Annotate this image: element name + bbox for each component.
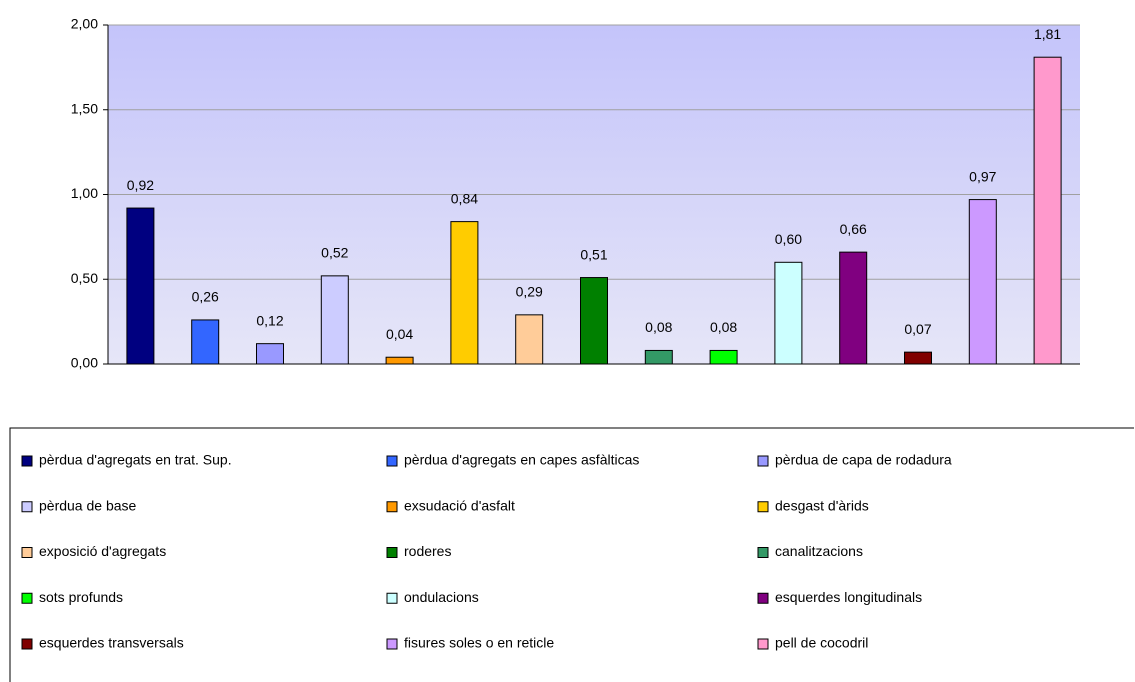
bar — [385, 356, 414, 365]
legend-label: esquerdes transversals — [39, 635, 184, 651]
y-tick-label: 1,50 — [71, 100, 98, 116]
legend-swatch — [21, 547, 33, 558]
bar — [904, 351, 932, 365]
value-label: 0,97 — [969, 168, 996, 184]
value-label: 0,26 — [192, 289, 219, 305]
bar — [256, 343, 284, 365]
legend-swatch — [386, 455, 398, 467]
bar — [320, 275, 349, 365]
legend-swatch — [386, 547, 398, 558]
legend-label: pèrdua d'agregats en capes asfàlticas — [404, 452, 639, 468]
legend-label: pell de cocodril — [775, 635, 868, 651]
legend-swatch — [757, 501, 769, 513]
value-label: 1,81 — [1034, 26, 1061, 42]
legend-label: exsudació d'asfalt — [404, 497, 515, 513]
y-tick-label: 1,00 — [71, 185, 98, 201]
legend-swatch — [386, 592, 398, 604]
y-tick-label: 0,00 — [71, 355, 98, 371]
legend-label: fisures soles o en reticle — [404, 635, 554, 651]
bar — [968, 199, 997, 365]
legend-swatch — [386, 501, 398, 513]
bar — [644, 349, 673, 365]
value-label: 0,66 — [840, 221, 867, 237]
legend-label: esquerdes longitudinals — [775, 589, 922, 605]
legend-label: ondulacions — [404, 589, 479, 605]
legend-label: exposició d'agregats — [39, 543, 166, 559]
value-label: 0,04 — [386, 326, 413, 342]
value-label: 0,52 — [321, 245, 348, 261]
value-label: 0,08 — [645, 319, 672, 335]
bar — [515, 314, 544, 365]
legend-swatch — [21, 592, 33, 604]
bar — [191, 319, 220, 365]
legend-swatch — [757, 592, 769, 604]
value-label: 0,60 — [775, 231, 802, 247]
legend-swatch — [21, 501, 33, 513]
value-label: 0,07 — [904, 321, 931, 337]
legend-swatch — [757, 455, 769, 467]
value-label: 0,29 — [516, 284, 543, 300]
legend-label: pèrdua de base — [39, 497, 137, 513]
legend-swatch — [21, 455, 33, 467]
legend-swatch — [757, 547, 769, 558]
bar — [450, 221, 479, 365]
bar — [126, 207, 155, 365]
legend-swatch — [386, 638, 398, 650]
value-label: 0,12 — [256, 312, 283, 328]
bar — [709, 349, 738, 365]
bar — [774, 261, 803, 365]
legend-swatch — [21, 638, 33, 650]
legend-label: pèrdua de capa de rodadura — [775, 452, 952, 468]
value-label: 0,84 — [451, 190, 478, 206]
y-tick-label: 0,50 — [71, 270, 98, 286]
legend-label: pèrdua d'agregats en trat. Sup. — [39, 452, 232, 468]
bar — [839, 251, 868, 365]
legend-label: roderes — [404, 543, 451, 559]
value-label: 0,51 — [580, 246, 607, 262]
legend-label: canalitzacions — [775, 543, 863, 559]
value-label: 0,08 — [710, 319, 737, 335]
bar — [1033, 56, 1062, 365]
legend-label: desgast d'àrids — [775, 497, 869, 513]
legend-box — [9, 427, 1134, 682]
legend-label: sots profunds — [39, 589, 123, 605]
bar — [580, 277, 608, 365]
value-label: 0,92 — [127, 177, 154, 193]
legend-swatch — [757, 638, 769, 650]
y-tick-label: 2,00 — [71, 16, 98, 32]
